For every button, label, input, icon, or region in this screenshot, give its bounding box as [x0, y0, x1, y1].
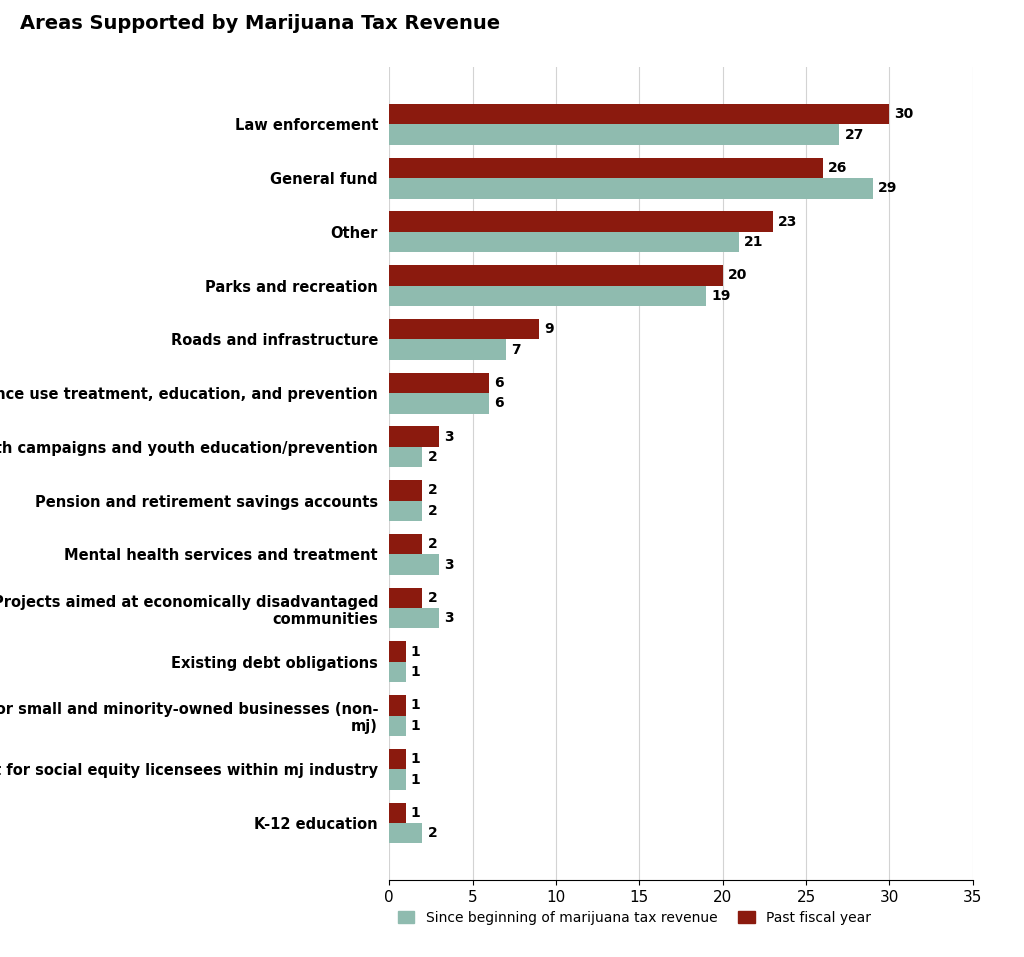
Text: 3: 3	[444, 558, 454, 571]
Bar	[389, 534, 423, 554]
Bar	[389, 749, 406, 769]
Legend: Since beginning of marijuana tax revenue, Past fiscal year: Since beginning of marijuana tax revenue…	[392, 905, 877, 930]
Bar	[389, 232, 739, 253]
Text: 27: 27	[845, 127, 864, 142]
Bar	[389, 319, 540, 340]
Bar	[389, 211, 773, 232]
Bar	[389, 554, 439, 575]
Text: 3: 3	[444, 612, 454, 625]
Text: 26: 26	[827, 161, 847, 175]
Bar	[389, 662, 406, 682]
Text: 7: 7	[511, 343, 520, 357]
Text: 6: 6	[495, 396, 504, 411]
Bar	[389, 769, 406, 790]
Text: 1: 1	[411, 719, 421, 733]
Bar	[389, 393, 489, 413]
Text: 2: 2	[427, 450, 437, 464]
Bar	[389, 501, 423, 521]
Bar	[389, 641, 406, 662]
Bar	[389, 124, 840, 145]
Bar	[389, 447, 423, 467]
Bar	[389, 104, 890, 124]
Bar	[389, 480, 423, 501]
Text: 2: 2	[427, 503, 437, 518]
Bar	[389, 823, 423, 843]
Text: 30: 30	[894, 107, 913, 122]
Text: 1: 1	[411, 665, 421, 679]
Text: 1: 1	[411, 752, 421, 767]
Bar	[389, 803, 406, 823]
Text: 2: 2	[427, 537, 437, 551]
Text: 1: 1	[411, 645, 421, 658]
Bar	[389, 265, 723, 285]
Text: 9: 9	[544, 323, 554, 336]
Text: 21: 21	[744, 235, 764, 249]
Text: 2: 2	[427, 483, 437, 498]
Text: 6: 6	[495, 376, 504, 389]
Bar	[389, 158, 822, 178]
Text: 2: 2	[427, 826, 437, 840]
Text: 1: 1	[411, 772, 421, 787]
Bar	[389, 340, 506, 360]
Text: 1: 1	[411, 699, 421, 712]
Text: 23: 23	[777, 214, 797, 229]
Text: 3: 3	[444, 430, 454, 444]
Bar	[389, 372, 489, 393]
Text: 2: 2	[427, 590, 437, 605]
Bar	[389, 178, 872, 198]
Bar	[389, 588, 423, 608]
Text: 20: 20	[728, 268, 748, 282]
Bar	[389, 427, 439, 447]
Bar	[389, 608, 439, 629]
Bar	[389, 695, 406, 716]
Bar	[389, 285, 706, 306]
Text: 1: 1	[411, 806, 421, 820]
Text: 19: 19	[711, 289, 730, 302]
Text: Areas Supported by Marijuana Tax Revenue: Areas Supported by Marijuana Tax Revenue	[20, 14, 501, 33]
Bar	[389, 716, 406, 736]
Text: 29: 29	[878, 181, 897, 195]
